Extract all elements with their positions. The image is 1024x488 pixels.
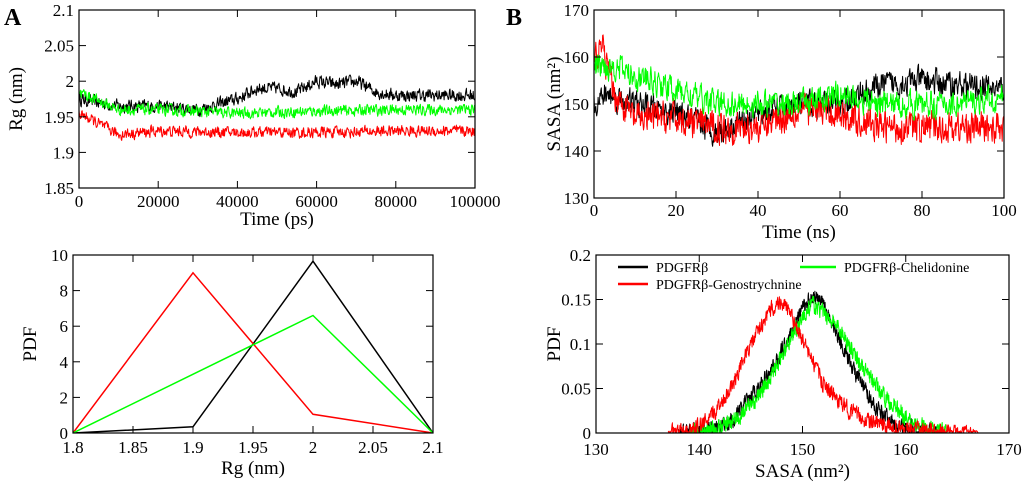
x-axis-label: SASA (nm²): [755, 461, 850, 482]
y-tick-label: 1.9: [53, 143, 74, 162]
y-tick-label: 2.05: [44, 37, 74, 56]
panel-letter-B: B: [506, 5, 522, 31]
axes-frame: [78, 9, 476, 189]
y-tick-label: 6: [60, 317, 69, 336]
y-tick-label: 140: [564, 142, 590, 161]
x-tick-label: 40: [750, 201, 767, 220]
x-tick-label: 40000: [216, 192, 259, 211]
x-tick-label: 80: [914, 201, 931, 220]
series-group: [79, 74, 475, 141]
series-line-PDGFRb: [79, 74, 475, 118]
legend-label: PDGFRβ-Chelidonine: [844, 261, 969, 276]
x-tick-label: 1.8: [62, 438, 83, 457]
plot-A-top: 0 20000 40000 60000 80000 100000 1.85 1.9 1.95 2 2…: [6, 1, 501, 230]
y-axis-label: Rg (nm): [6, 67, 27, 131]
y-tick-label: 0: [583, 424, 592, 443]
x-tick-label: 100: [991, 201, 1017, 220]
x-tick-label: 60000: [295, 192, 338, 211]
series-line-Genostrychnine: [594, 34, 1004, 146]
y-tick-label: 150: [564, 95, 590, 114]
x-tick-label: 2: [309, 438, 318, 457]
x-tick-label: 20: [668, 201, 685, 220]
x-tick-label: 140: [687, 440, 713, 459]
x-tick-label: 2.1: [422, 438, 443, 457]
x-tick-label: 130: [583, 440, 609, 459]
plot-B-bottom: 130 140 150 160 170 0 0.05 0.1 0.15 0.2 SASA (nm²)…: [544, 246, 1022, 482]
y-axis-label: PDF: [20, 327, 41, 362]
y-tick-label: 2: [66, 72, 75, 91]
y-tick-label: 0.15: [561, 291, 591, 310]
x-tick-label: 20000: [137, 192, 180, 211]
plot-B-top: 0 20 40 60 80 100 130 140 150 160 170 Time (ns) SASA…: [544, 1, 1017, 243]
y-tick-label: 0.05: [561, 380, 591, 399]
legend-label: PDGFRβ: [656, 261, 708, 276]
series-line-Chelidonine: [79, 89, 475, 120]
y-tick-label: 2: [60, 388, 69, 407]
series-group: [73, 259, 433, 433]
series-line-Genostrychnine: [79, 109, 475, 141]
x-tick-label: 1.85: [118, 438, 148, 457]
y-tick-label: 0: [60, 424, 69, 443]
legend-entry-PDGFRb: PDGFRβ: [618, 261, 708, 276]
y-axis-label: PDF: [544, 327, 565, 362]
y-tick-label: 2.1: [53, 1, 74, 20]
x-tick-label: 170: [996, 440, 1022, 459]
y-tick-label: 170: [564, 1, 590, 20]
plots-layer: 0 20000 40000 60000 80000 1000001.851.91.9522…: [6, 1, 1022, 482]
x-tick-label: 60: [832, 201, 849, 220]
y-tick-label: 4: [60, 353, 69, 372]
legend-entry-Chelidonine: PDGFRβ-Chelidonine: [800, 261, 969, 276]
x-axis-label: Rg (nm): [221, 458, 285, 479]
x-tick-label: 80000: [375, 192, 418, 211]
x-tick-label: 1.95: [238, 438, 268, 457]
y-tick-label: 8: [60, 282, 69, 301]
x-tick-label: 0: [75, 192, 84, 211]
x-axis-label: Time (ns): [762, 222, 836, 243]
series-group: [594, 34, 1004, 147]
legend-label: PDGFRβ-Genostrychnine: [656, 278, 802, 293]
panel-letter-A: A: [4, 5, 22, 31]
legend: PDGFRβ PDGFRβ-Chelidonine PDGFRβ-Genostryc…: [618, 261, 969, 293]
y-tick-label: 130: [564, 189, 590, 208]
x-axis-label: Time (ps): [240, 209, 314, 230]
y-tick-label: 10: [51, 246, 68, 265]
y-tick-label: 1.95: [44, 108, 74, 127]
x-tick-label: 2.05: [358, 438, 388, 457]
series-line-Genostrychnine: [667, 296, 979, 433]
series-line-Genostrychnine: [73, 271, 433, 433]
series-group: [667, 290, 979, 433]
x-tick-label: 160: [893, 440, 919, 459]
x-tick-label: 150: [790, 440, 816, 459]
series-line-Chelidonine: [594, 54, 1004, 121]
y-tick-label: 160: [564, 48, 590, 67]
x-tick-label: 100000: [450, 192, 501, 211]
y-tick-label: 1.85: [44, 179, 74, 198]
series-line-Chelidonine: [688, 295, 948, 433]
plot-A-bottom: 1.8 1.85 1.9 1.95 2 2.05 2.1 0 2 4 6 8 10 Rg (nm) PDF: [20, 246, 444, 479]
y-axis-label: SASA (nm²): [544, 57, 565, 152]
series-line-Chelidonine: [73, 314, 433, 433]
y-tick-label: 0.1: [570, 335, 591, 354]
legend-entry-Genostrychnine: PDGFRβ-Genostrychnine: [618, 278, 802, 293]
x-tick-label: 0: [590, 201, 599, 220]
x-tick-label: 1.9: [182, 438, 203, 457]
y-tick-label: 0.2: [570, 246, 591, 265]
